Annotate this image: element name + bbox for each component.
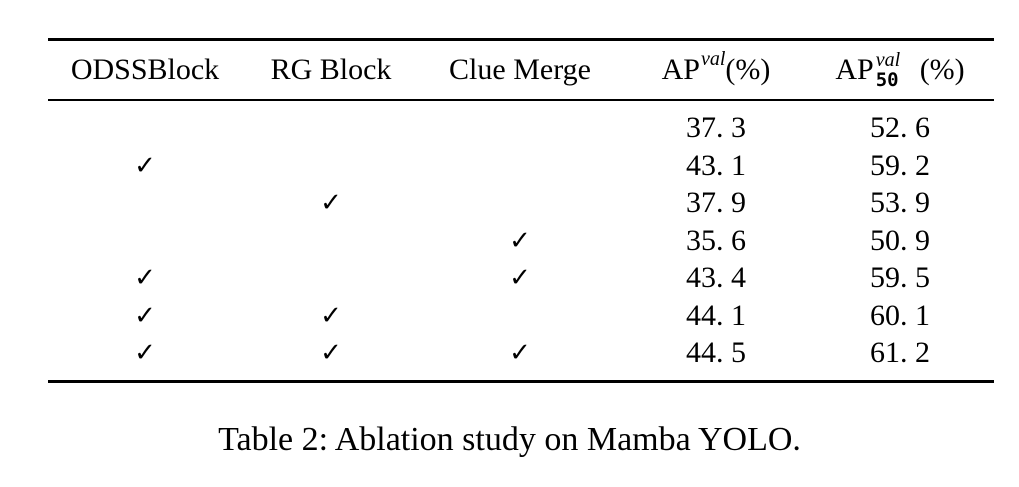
cell-ap50-val: 59. 2 [870, 148, 930, 182]
checkmark-icon: ✓ [134, 300, 156, 331]
header-ap-val: APval(%) [661, 48, 771, 91]
cell-ap-val: 35. 6 [686, 223, 746, 257]
header-ap50-sub: 50 [875, 69, 899, 91]
header-ap50-unit: (%) [919, 53, 965, 86]
checkmark-icon: ✓ [509, 263, 531, 293]
header-ap-sup: val [700, 48, 726, 70]
header-ap50-base: AP [835, 53, 874, 86]
cell-ap50-val: 61. 2 [870, 336, 930, 369]
header-clue-merge: Clue Merge [449, 53, 591, 86]
checkmark-icon: ✓ [134, 338, 156, 368]
checkmark-icon: ✓ [509, 225, 531, 256]
header-ap-unit: (%) [725, 53, 771, 86]
header-ap50-val: AP val 50 (%) [835, 49, 965, 91]
top-rule [48, 38, 994, 41]
cell-ap50-val: 59. 5 [870, 261, 930, 294]
cell-ap-val: 43. 4 [686, 261, 746, 294]
checkmark-icon: ✓ [320, 300, 342, 331]
checkmark-icon: ✓ [134, 263, 156, 293]
checkmark-icon: ✓ [320, 338, 342, 368]
mid-rule [48, 99, 994, 101]
bottom-rule [48, 380, 994, 383]
cell-ap-val: 37. 3 [686, 111, 746, 144]
checkmark-icon: ✓ [320, 188, 342, 218]
cell-ap50-val: 50. 9 [870, 223, 930, 257]
header-ap-base: AP [661, 53, 700, 86]
checkmark-icon: ✓ [509, 338, 531, 368]
header-odssblock: ODSSBlock [70, 53, 220, 86]
cell-ap-val: 43. 1 [686, 148, 746, 182]
cell-ap50-val: 53. 9 [870, 186, 930, 219]
cell-ap-val: 44. 1 [686, 298, 746, 332]
header-ap50-sup: val [875, 49, 901, 71]
cell-ap-val: 37. 9 [686, 186, 746, 219]
table-caption: Table 2: Ablation study on Mamba YOLO. [218, 421, 801, 458]
checkmark-icon: ✓ [134, 150, 156, 181]
header-rg-block: RG Block [270, 53, 392, 86]
cell-ap50-val: 60. 1 [870, 298, 930, 332]
cell-ap-val: 44. 5 [686, 336, 746, 369]
header-ap50-scripts: val 50 [874, 49, 920, 91]
cell-ap50-val: 52. 6 [870, 111, 930, 144]
